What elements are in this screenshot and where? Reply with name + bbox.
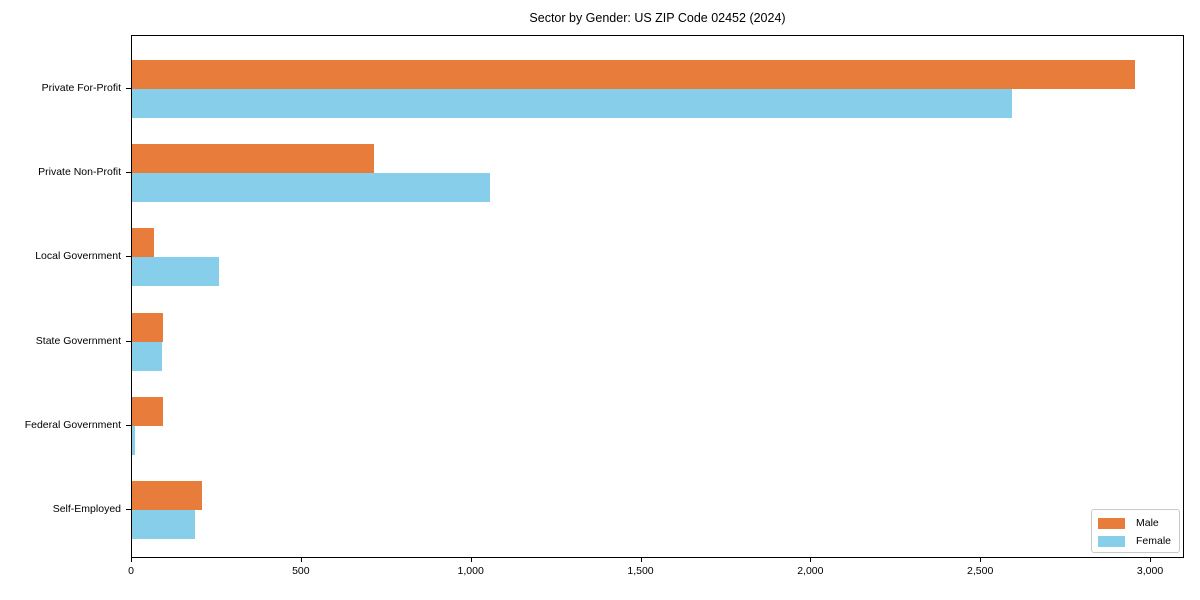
y-tick-label: Self-Employed xyxy=(52,503,121,515)
legend-item-male: Male xyxy=(1098,514,1179,532)
x-tick-label: 500 xyxy=(292,565,310,577)
legend-item-female: Female xyxy=(1098,532,1179,550)
y-tick-label: State Government xyxy=(35,334,121,347)
x-tick-mark xyxy=(300,558,302,562)
bar-male-1 xyxy=(132,144,374,174)
legend-swatch-male xyxy=(1098,517,1125,529)
bar-male-2 xyxy=(132,228,155,258)
y-tick-label: Federal Government xyxy=(24,418,121,431)
x-tick-mark xyxy=(980,558,982,562)
bar-female-4 xyxy=(132,425,136,455)
x-tick-label: 2,000 xyxy=(797,565,824,577)
legend: Male Female xyxy=(1091,509,1180,553)
x-tick-mark xyxy=(131,558,132,562)
x-tick-mark xyxy=(1150,558,1152,562)
bar-female-2 xyxy=(132,257,219,287)
chart-title: Sector by Gender: US ZIP Code 02452 (202… xyxy=(529,11,786,25)
bar-female-3 xyxy=(132,341,162,371)
y-tick-mark xyxy=(126,424,131,426)
legend-swatch-female xyxy=(1098,535,1125,547)
x-tick-mark xyxy=(810,558,812,562)
x-tick-label: 3,000 xyxy=(1136,565,1164,577)
y-tick-label: Private For-Profit xyxy=(41,82,121,94)
legend-label-female: Female xyxy=(1136,535,1172,547)
y-tick-label: Local Government xyxy=(35,250,121,263)
x-tick-label: 2,500 xyxy=(967,565,994,577)
x-tick-mark xyxy=(640,558,642,562)
bar-female-5 xyxy=(132,510,196,539)
bar-male-5 xyxy=(132,481,202,510)
legend-label-male: Male xyxy=(1136,517,1159,529)
bar-male-4 xyxy=(132,396,163,426)
bar-female-0 xyxy=(132,89,1013,118)
x-tick-label: 1,000 xyxy=(457,565,484,577)
y-tick-mark xyxy=(126,256,131,258)
y-tick-mark xyxy=(126,88,131,89)
plot-area: Male Female xyxy=(131,35,1184,558)
y-tick-label: Private Non-Profit xyxy=(38,166,121,179)
bar-female-1 xyxy=(132,173,490,203)
y-tick-mark xyxy=(126,340,131,342)
bar-male-0 xyxy=(132,60,1135,89)
bar-male-3 xyxy=(132,312,164,342)
x-tick-label: 0 xyxy=(128,565,134,577)
x-tick-label: 1,500 xyxy=(627,565,654,577)
y-tick-mark xyxy=(126,172,131,174)
x-tick-mark xyxy=(470,558,472,562)
y-tick-mark xyxy=(126,509,131,510)
